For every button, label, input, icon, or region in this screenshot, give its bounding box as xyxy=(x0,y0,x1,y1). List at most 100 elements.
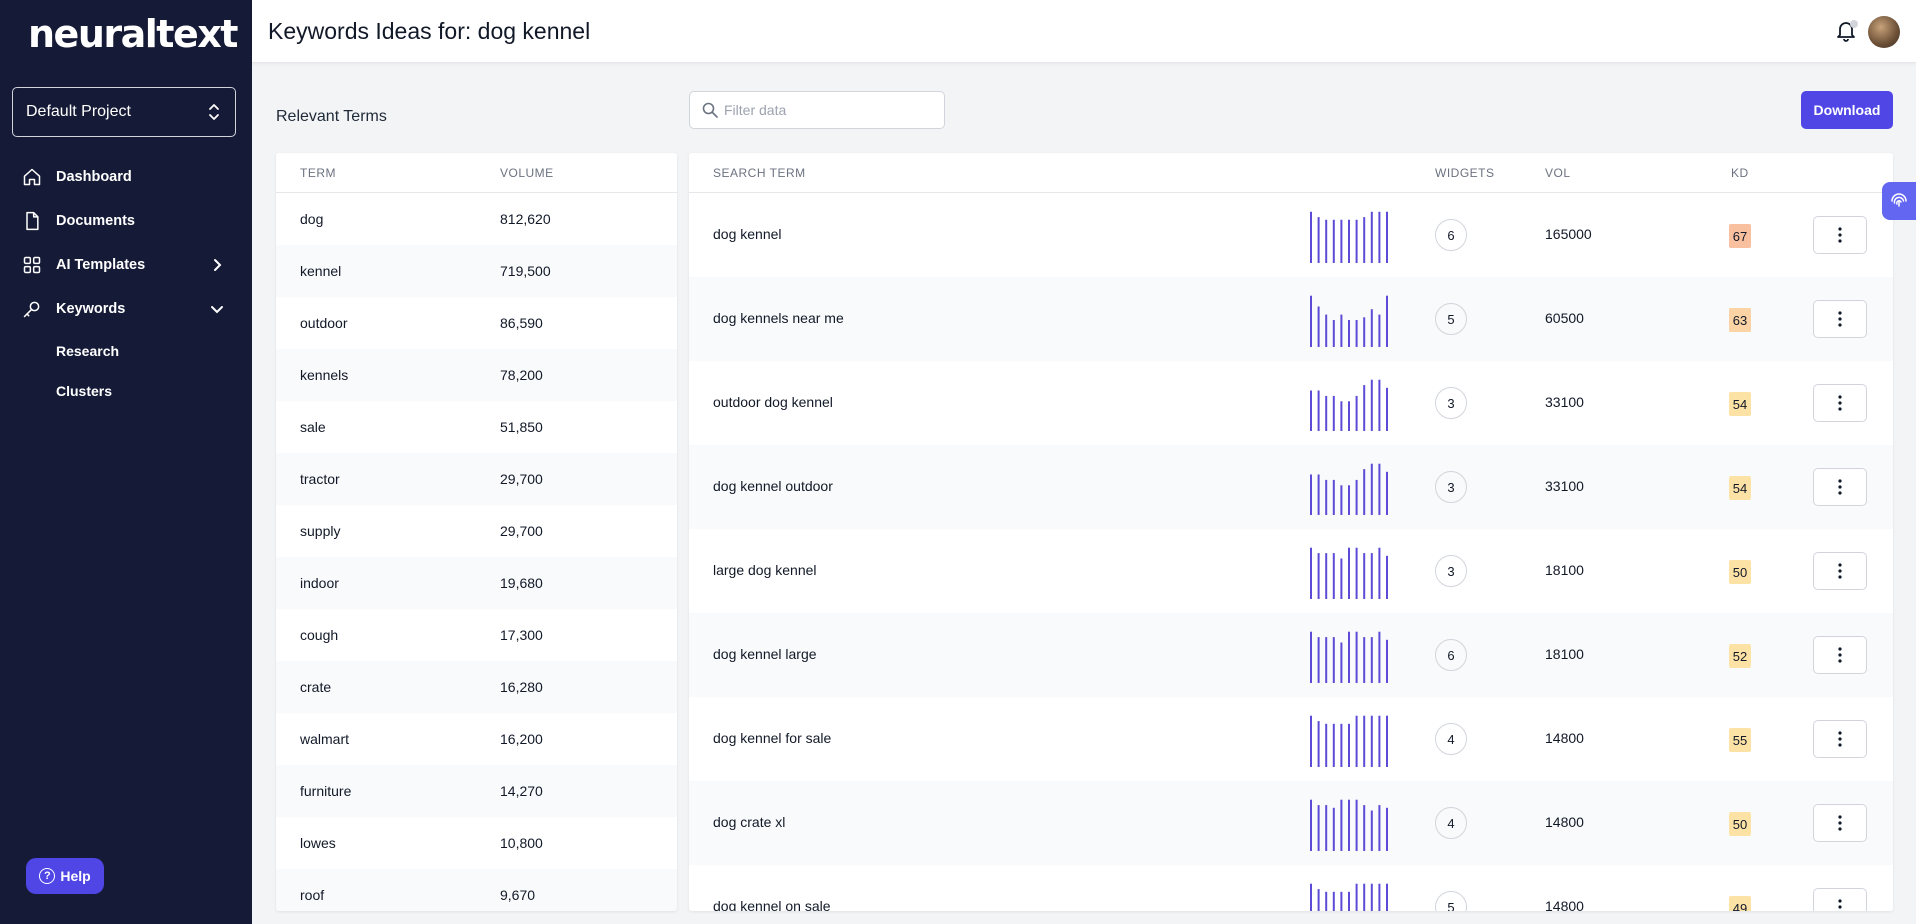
widgets-count-badge: 6 xyxy=(1435,219,1467,251)
volume-cell: 14,270 xyxy=(500,783,543,799)
search-term-cell[interactable]: dog kennel on sale xyxy=(713,898,831,911)
more-options-button[interactable] xyxy=(1813,216,1867,254)
column-header-search-term[interactable]: SEARCH TERM xyxy=(713,166,806,180)
table-row[interactable]: furniture 14,270 xyxy=(276,765,677,817)
sidebar-item-label: Documents xyxy=(56,213,135,229)
more-options-button[interactable] xyxy=(1813,384,1867,422)
table-row[interactable]: roof 9,670 xyxy=(276,869,677,911)
table-row[interactable]: large dog kennel 3 18100 50 xyxy=(689,529,1893,613)
search-term-cell[interactable]: dog kennel xyxy=(713,226,782,242)
search-term-cell[interactable]: outdoor dog kennel xyxy=(713,394,833,410)
more-options-button[interactable] xyxy=(1813,720,1867,758)
table-row[interactable]: outdoor 86,590 xyxy=(276,297,677,349)
volume-cell: 10,800 xyxy=(500,835,543,851)
sidebar-item-keywords[interactable]: Keywords xyxy=(0,287,252,331)
column-header-kd[interactable]: KD xyxy=(1731,166,1749,180)
column-header-volume[interactable]: VOLUME xyxy=(500,165,554,180)
more-options-button[interactable] xyxy=(1813,552,1867,590)
download-button[interactable]: Download xyxy=(1801,91,1893,129)
table-row[interactable]: supply 29,700 xyxy=(276,505,677,557)
side-panel-tab[interactable] xyxy=(1882,182,1916,220)
term-cell: kennels xyxy=(300,367,349,383)
sidebar-item-label: Dashboard xyxy=(56,169,132,185)
filter-box xyxy=(689,91,945,129)
table-row[interactable]: dog kennel large 6 18100 52 xyxy=(689,613,1893,697)
volume-cell: 33100 xyxy=(1545,394,1584,410)
sidebar-item-documents[interactable]: Documents xyxy=(0,199,252,243)
table-row[interactable]: walmart 16,200 xyxy=(276,713,677,765)
table-row[interactable]: dog crate xl 4 14800 50 xyxy=(689,781,1893,865)
widgets-count-badge: 6 xyxy=(1435,639,1467,671)
kd-badge: 54 xyxy=(1729,476,1751,500)
volume-cell: 17,300 xyxy=(500,627,543,643)
search-term-cell[interactable]: dog kennel for sale xyxy=(713,730,832,746)
more-vertical-icon xyxy=(1838,647,1842,663)
project-name: Default Project xyxy=(26,103,131,120)
trend-sparkline xyxy=(1310,379,1388,431)
widgets-count-badge: 4 xyxy=(1435,723,1467,755)
sidebar-subitem-research[interactable]: Research xyxy=(56,343,120,359)
table-row[interactable]: outdoor dog kennel 3 33100 54 xyxy=(689,361,1893,445)
project-selector[interactable]: Default Project xyxy=(12,87,236,137)
help-button[interactable]: ? Help xyxy=(26,858,104,894)
table-row[interactable]: dog kennel 6 165000 67 xyxy=(689,193,1893,277)
relevant-terms-label: Relevant Terms xyxy=(276,108,387,125)
kd-badge: 67 xyxy=(1729,224,1751,248)
volume-cell: 14800 xyxy=(1545,730,1584,746)
filter-input[interactable] xyxy=(724,102,924,118)
volume-cell: 78,200 xyxy=(500,367,543,383)
sidebar-item-dashboard[interactable]: Dashboard xyxy=(0,155,252,199)
user-avatar[interactable] xyxy=(1868,16,1900,48)
more-options-button[interactable] xyxy=(1813,636,1867,674)
sidebar-item-label: Keywords xyxy=(56,301,126,317)
table-row[interactable]: tractor 29,700 xyxy=(276,453,677,505)
table-row[interactable]: dog kennel on sale 5 14800 49 xyxy=(689,865,1893,911)
search-term-cell[interactable]: dog kennels near me xyxy=(713,310,844,326)
bell-icon[interactable] xyxy=(1836,20,1856,42)
search-term-cell[interactable]: dog kennel large xyxy=(713,646,817,662)
more-options-button[interactable] xyxy=(1813,804,1867,842)
volume-cell: 86,590 xyxy=(500,315,543,331)
brand-logo[interactable]: neuraltext xyxy=(28,12,238,56)
table-row[interactable]: lowes 10,800 xyxy=(276,817,677,869)
terms-table-header: TERM VOLUME xyxy=(276,153,677,193)
term-cell: cough xyxy=(300,627,339,643)
table-row[interactable]: crate 16,280 xyxy=(276,661,677,713)
table-row[interactable]: dog kennel for sale 4 14800 55 xyxy=(689,697,1893,781)
search-term-cell[interactable]: dog crate xl xyxy=(713,814,786,830)
table-row[interactable]: cough 17,300 xyxy=(276,609,677,661)
help-label: Help xyxy=(60,868,91,884)
more-options-button[interactable] xyxy=(1813,468,1867,506)
fingerprint-icon xyxy=(1891,193,1907,207)
kd-badge: 49 xyxy=(1729,896,1751,911)
search-term-cell[interactable]: large dog kennel xyxy=(713,562,817,578)
volume-cell: 719,500 xyxy=(500,263,551,279)
term-cell: walmart xyxy=(300,731,350,747)
sidebar-item-ai-templates[interactable]: AI Templates xyxy=(0,243,252,287)
column-header-term[interactable]: TERM xyxy=(300,165,336,180)
table-row[interactable]: kennels 78,200 xyxy=(276,349,677,401)
term-cell: sale xyxy=(300,419,326,435)
table-row[interactable]: sale 51,850 xyxy=(276,401,677,453)
home-icon xyxy=(23,168,41,186)
more-options-button[interactable] xyxy=(1813,888,1867,911)
trend-sparkline xyxy=(1310,631,1388,683)
table-row[interactable]: dog kennel outdoor 3 33100 54 xyxy=(689,445,1893,529)
column-header-vol[interactable]: VOL xyxy=(1545,166,1571,180)
more-options-button[interactable] xyxy=(1813,300,1867,338)
search-term-cell[interactable]: dog kennel outdoor xyxy=(713,478,833,494)
key-icon xyxy=(23,301,40,318)
chevron-up-down-icon xyxy=(209,104,219,120)
table-row[interactable]: kennel 719,500 xyxy=(276,245,677,297)
sidebar-nav: Dashboard Documents AI Templates Keyword… xyxy=(0,155,252,411)
table-row[interactable]: dog 812,620 xyxy=(276,193,677,245)
sidebar-subitem-clusters[interactable]: Clusters xyxy=(56,383,113,399)
table-row[interactable]: indoor 19,680 xyxy=(276,557,677,609)
volume-cell: 9,670 xyxy=(500,887,536,903)
more-vertical-icon xyxy=(1838,479,1842,495)
search-terms-table: SEARCH TERM WIDGETS VOL KD dog kennel 6 16… xyxy=(689,153,1893,911)
column-header-widgets[interactable]: WIDGETS xyxy=(1435,166,1495,180)
table-row[interactable]: dog kennels near me 5 60500 63 xyxy=(689,277,1893,361)
volume-cell: 29,700 xyxy=(500,523,543,539)
top-header: Keywords Ideas for: dog kennel xyxy=(252,0,1916,63)
